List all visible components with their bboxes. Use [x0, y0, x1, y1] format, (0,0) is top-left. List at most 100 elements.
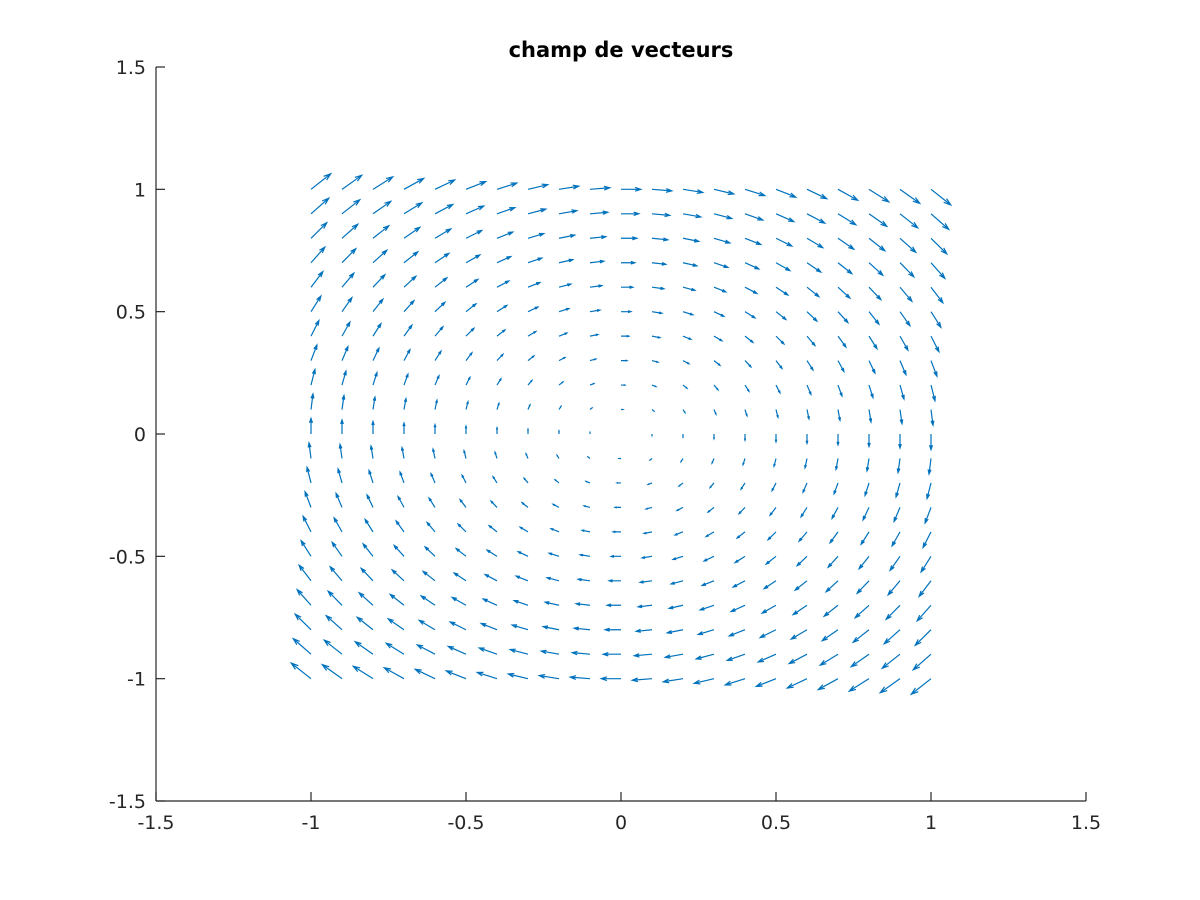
- quiver-arrow: [837, 409, 842, 423]
- quiver-arrow: [836, 434, 840, 447]
- quiver-arrow: [496, 280, 511, 288]
- quiver-arrow: [372, 322, 382, 337]
- quiver-arrow: [483, 573, 498, 582]
- quiver-arrow: [806, 360, 814, 372]
- quiver-arrow: [372, 249, 389, 264]
- quiver-arrow: [855, 580, 870, 595]
- quiver-arrow: [357, 591, 374, 606]
- quiver-arrow: [558, 307, 571, 313]
- quiver-arrow: [837, 335, 848, 349]
- quiver-arrow: [556, 453, 560, 459]
- y-tick-label: -1.5: [109, 791, 146, 813]
- quiver-arrow: [298, 563, 312, 582]
- quiver-arrow: [465, 375, 471, 386]
- quiver-arrow: [766, 531, 777, 541]
- quiver-arrow: [434, 276, 449, 288]
- y-tick-label: 1.5: [116, 57, 146, 79]
- quiver-arrow: [547, 552, 560, 557]
- quiver-arrow: [816, 678, 839, 691]
- quiver-arrow: [432, 447, 436, 459]
- quiver-arrow: [492, 475, 498, 484]
- quiver-arrow: [366, 493, 374, 508]
- quiver-arrow: [527, 378, 534, 386]
- quiver-arrow: [295, 588, 312, 606]
- quiver-arrow: [477, 647, 498, 655]
- quiver-arrow: [485, 549, 498, 557]
- quiver-arrow: [421, 570, 436, 582]
- quiver-arrow: [742, 458, 746, 467]
- quiver-arrow: [621, 359, 629, 362]
- quiver-arrow: [847, 678, 870, 693]
- quiver-arrow: [434, 252, 451, 264]
- quiver-arrow: [682, 262, 699, 267]
- quiver-arrow: [446, 645, 467, 655]
- quiver-arrow: [930, 384, 936, 403]
- quiver-arrow: [479, 622, 498, 631]
- quiver-arrow: [775, 409, 779, 420]
- quiver-arrow: [545, 576, 560, 582]
- quiver-arrow: [605, 603, 621, 608]
- quiver-arrow: [425, 521, 436, 533]
- quiver-arrow: [682, 384, 689, 390]
- quiver-arrow: [775, 188, 798, 198]
- quiver-arrow: [558, 332, 569, 337]
- quiver-arrow: [651, 237, 670, 242]
- quiver-arrow: [328, 565, 343, 582]
- quiver-arrow: [822, 604, 839, 618]
- quiver-arrow: [713, 384, 720, 392]
- quiver-arrow: [481, 598, 498, 606]
- quiver-arrow: [795, 555, 808, 567]
- quiver-arrow: [682, 237, 701, 243]
- quiver-arrow: [527, 330, 538, 337]
- quiver-arrow: [760, 604, 777, 614]
- quiver-arrow: [603, 627, 621, 632]
- quiver-arrow: [475, 671, 498, 680]
- quiver-arrow: [775, 335, 786, 346]
- quiver-arrow: [806, 188, 829, 200]
- quiver-arrow: [673, 531, 684, 536]
- quiver-arrow: [609, 554, 621, 558]
- quiver-arrow: [599, 676, 621, 682]
- quiver-arrow: [372, 395, 377, 410]
- quiver-arrow: [403, 226, 422, 239]
- quiver-arrow: [702, 555, 715, 562]
- quiver-arrow: [915, 604, 932, 623]
- quiver-arrow: [341, 198, 362, 215]
- quiver-arrow: [899, 409, 904, 426]
- quiver-arrow: [413, 668, 436, 680]
- quiver-arrow: [806, 384, 812, 397]
- quiver-arrow: [525, 452, 529, 459]
- quiver-arrow: [549, 528, 560, 533]
- quiver-arrow: [651, 384, 658, 388]
- quiver-arrow: [913, 629, 932, 647]
- y-tick-label: -1: [127, 669, 146, 691]
- quiver-arrow: [837, 360, 845, 374]
- quiver-arrow: [737, 506, 746, 516]
- quiver-arrow: [636, 604, 653, 609]
- quiver-arrow: [911, 653, 932, 672]
- arrows-layer: [289, 172, 953, 696]
- quiver-arrow: [615, 481, 621, 484]
- quiver-arrow: [589, 210, 610, 215]
- quiver-arrow: [310, 294, 322, 312]
- quiver-arrow: [434, 325, 445, 337]
- quiver-arrow: [496, 328, 507, 337]
- quiver-arrow: [582, 505, 591, 508]
- quiver-arrow: [489, 499, 498, 508]
- y-axis-ticks: -1.5 -1 -0.5 0 0.5 1 1.5: [109, 57, 165, 813]
- quiver-arrow: [434, 373, 440, 386]
- quiver-arrow: [465, 180, 488, 190]
- quiver-arrow: [723, 678, 746, 686]
- x-tick-label: -1: [302, 812, 321, 834]
- quiver-arrow: [682, 434, 684, 440]
- quiver-arrow: [434, 227, 453, 239]
- quiver-arrow: [682, 360, 691, 365]
- quiver-arrow: [397, 494, 405, 508]
- quiver-arrow: [551, 503, 560, 508]
- quiver-arrow: [494, 450, 498, 459]
- quiver-arrow: [828, 531, 839, 545]
- quiver-arrow: [495, 425, 499, 434]
- quiver-arrow: [558, 356, 567, 362]
- quiver-arrow: [527, 183, 550, 190]
